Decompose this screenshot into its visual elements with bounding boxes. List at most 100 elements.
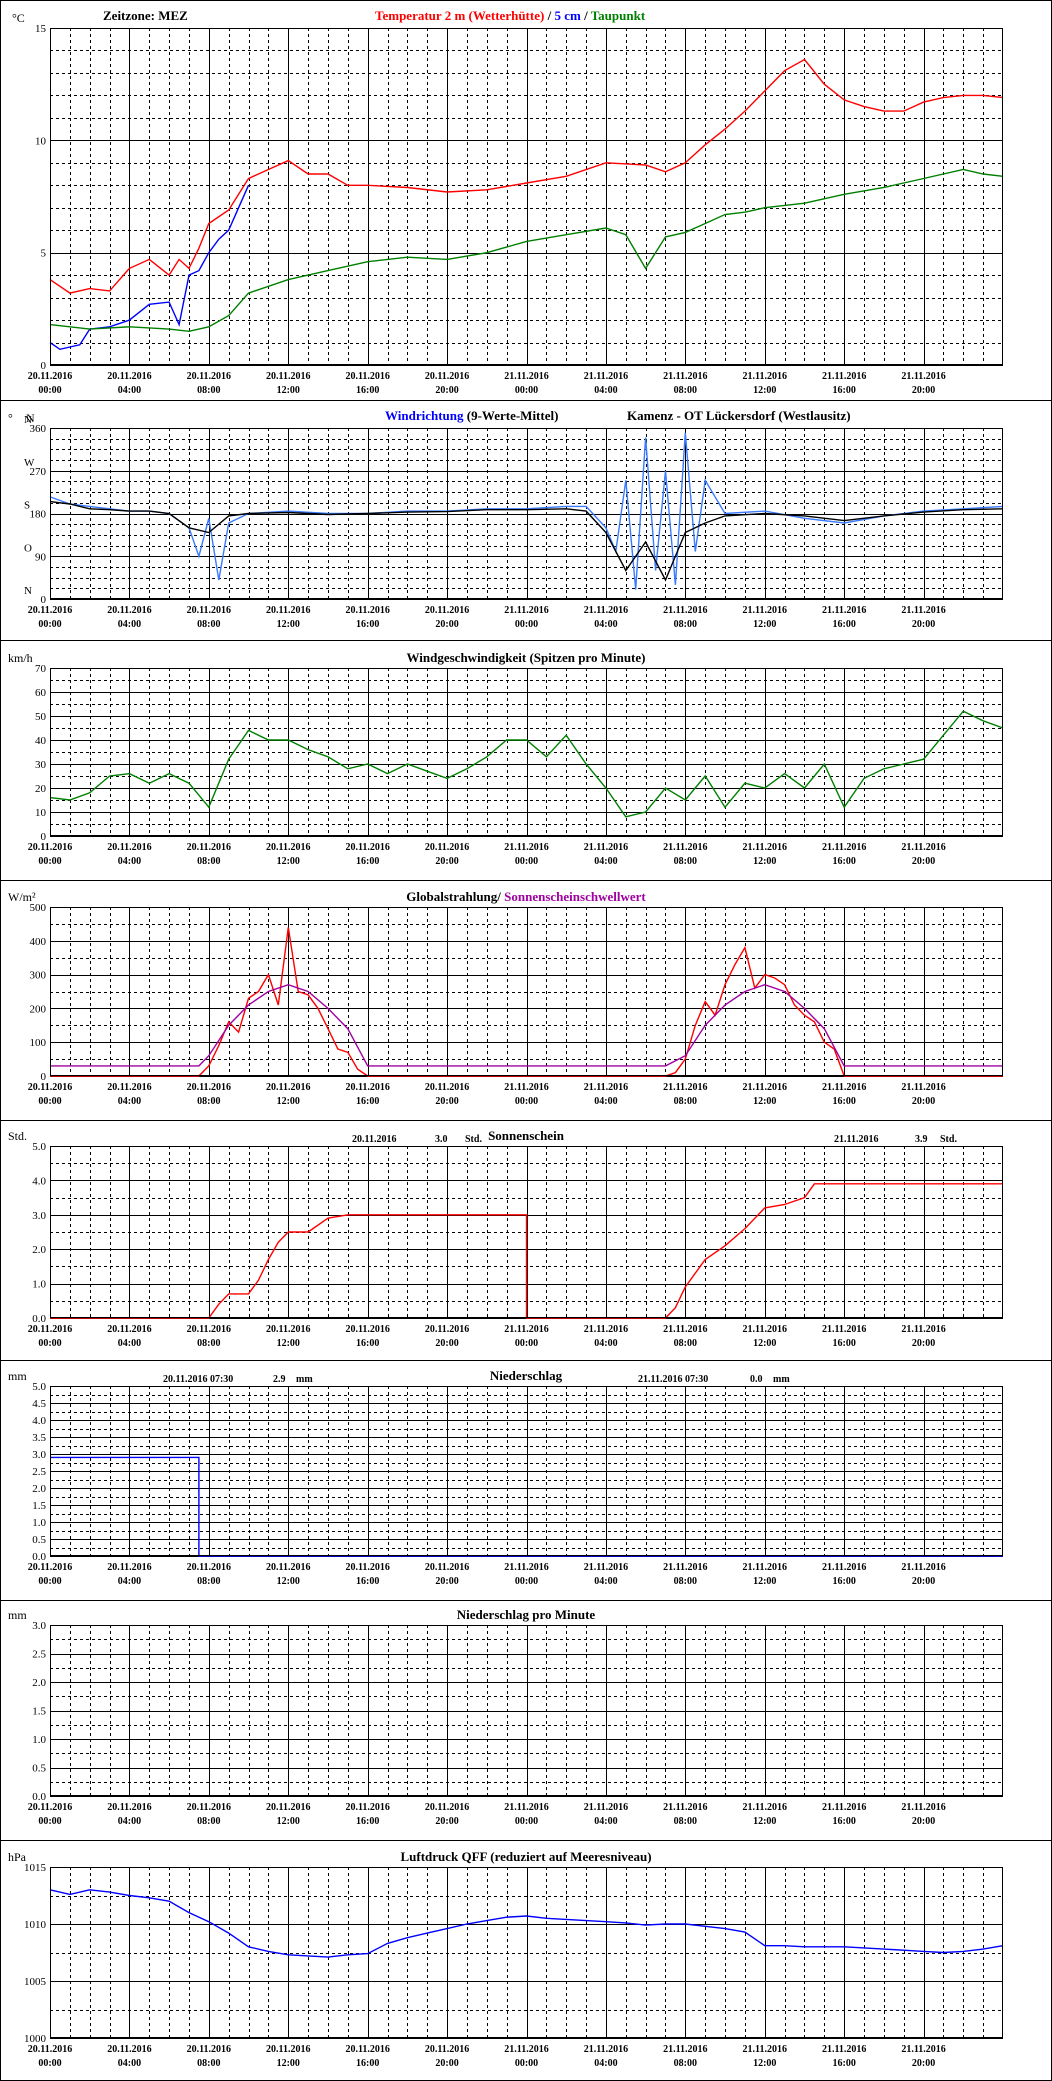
sunshine-ytick-label: 1.0 [32, 1279, 46, 1291]
precip_per_minute-xtick-date: 21.11.2016 [822, 1802, 866, 1813]
precipitation-xtick-date: 20.11.2016 [345, 1562, 389, 1573]
sunshine-xtick-date: 20.11.2016 [187, 1324, 231, 1335]
sunshine-xtick-date: 20.11.2016 [425, 1324, 469, 1335]
wind_direction-ytick-label: 90 [35, 551, 47, 563]
wind_direction-ytick-label: 360 [30, 423, 47, 435]
precip_per_minute-xtick-time: 08:00 [674, 1816, 697, 1827]
wind_direction-compass-label: S [24, 500, 30, 512]
radiation-xtick-date: 21.11.2016 [663, 1082, 707, 1093]
pressure-xtick-time: 00:00 [515, 2058, 538, 2069]
precip_per_minute-xtick-date: 21.11.2016 [504, 1802, 548, 1813]
wind_direction-ytick-label: 0 [41, 594, 47, 606]
wind_direction-frame [50, 428, 1003, 599]
radiation-ytick-label: 0 [41, 1071, 47, 1083]
wind_speed-unit-label: km/h [8, 651, 33, 665]
radiation-xtick-time: 16:00 [832, 1096, 855, 1107]
temperature-title-part-4: Taupunkt [591, 8, 646, 23]
sunshine-xtick-date: 21.11.2016 [743, 1324, 787, 1335]
wind_direction-xtick-time: 00:00 [38, 619, 61, 630]
sunshine-xtick-time: 04:00 [118, 1338, 141, 1349]
wind-direction-title-part-1: (9-Werte-Mittel) [464, 408, 559, 423]
sunshine-frame [50, 1146, 1003, 1318]
radiation-ytick-label: 300 [30, 970, 47, 982]
precipitation-ytick-label: 2.5 [32, 1466, 46, 1478]
temperature-xtick-date: 20.11.2016 [425, 371, 469, 382]
temperature-title-part-1: / [544, 8, 554, 23]
precip_per_minute-xtick-date: 20.11.2016 [28, 1802, 72, 1813]
precipitation-xtick-time: 00:00 [38, 1576, 61, 1587]
radiation-xtick-time: 20:00 [912, 1096, 935, 1107]
radiation-title: Globalstrahlung/ Sonnenscheinschwellwert [406, 889, 646, 904]
radiation-xtick-time: 12:00 [277, 1096, 300, 1107]
temperature-series-1 [49, 185, 250, 351]
wind_speed-ytick-label: 30 [35, 759, 47, 771]
pressure-xtick-date: 21.11.2016 [901, 2044, 945, 2055]
wind_direction-xtick-date: 21.11.2016 [663, 605, 707, 616]
precipitation-xtick-time: 20:00 [435, 1576, 458, 1587]
precipitation-xtick-time: 08:00 [674, 1576, 697, 1587]
wind_speed-xtick-time: 16:00 [356, 856, 379, 867]
sunshine-xtick-date: 20.11.2016 [345, 1324, 389, 1335]
temperature-xtick-time: 12:00 [277, 385, 300, 396]
precip_per_minute-plot-area [50, 1625, 1003, 1796]
sunshine-xtick-date: 20.11.2016 [266, 1324, 310, 1335]
pressure-xtick-time: 12:00 [753, 2058, 776, 2069]
zone-label: Zeitzone: MEZ [103, 8, 188, 23]
temperature-xtick-date: 21.11.2016 [743, 371, 787, 382]
temperature-xtick-date: 21.11.2016 [584, 371, 628, 382]
radiation-xtick-date: 21.11.2016 [504, 1082, 548, 1093]
sunshine-xtick-date: 20.11.2016 [107, 1324, 151, 1335]
radiation-xtick-time: 20:00 [435, 1096, 458, 1107]
precip_per_minute-xtick-time: 04:00 [118, 1816, 141, 1827]
pressure-ytick-label: 1010 [24, 1919, 47, 1931]
pressure-xtick-date: 21.11.2016 [504, 2044, 548, 2055]
precip_per_minute-ytick-label: 0.0 [32, 1791, 46, 1803]
precip_per_minute-xtick-date: 21.11.2016 [901, 1802, 945, 1813]
wind_speed-xtick-time: 20:00 [435, 856, 458, 867]
precip_per_minute-xtick-time: 16:00 [832, 1816, 855, 1827]
temperature-xtick-date: 20.11.2016 [266, 371, 310, 382]
pressure-xtick-time: 20:00 [435, 2058, 458, 2069]
precipitation-xtick-date: 20.11.2016 [266, 1562, 310, 1573]
sunshine-xtick-time: 00:00 [515, 1338, 538, 1349]
wind_direction-xtick-time: 20:00 [435, 619, 458, 630]
pressure-title: Luftdruck QFF (reduziert auf Meeresnivea… [400, 1849, 651, 1864]
sunshine-xtick-time: 12:00 [277, 1338, 300, 1349]
wind_speed-xtick-date: 20.11.2016 [187, 842, 231, 853]
temperature-xtick-date: 21.11.2016 [663, 371, 707, 382]
wind_speed-xtick-time: 12:00 [753, 856, 776, 867]
wind_speed-ytick-label: 60 [35, 687, 47, 699]
wind_speed-xtick-time: 12:00 [277, 856, 300, 867]
precip_per_minute-xtick-date: 21.11.2016 [663, 1802, 707, 1813]
precipitation-xtick-time: 16:00 [832, 1576, 855, 1587]
radiation-series-1 [50, 983, 1003, 1067]
temperature-xtick-time: 16:00 [832, 385, 855, 396]
temperature-unit-label: °C [12, 11, 25, 25]
temperature-ytick-label: 5 [41, 248, 47, 260]
radiation-ytick-label: 100 [30, 1037, 47, 1049]
temperature-title-part-3: / [581, 8, 591, 23]
sunshine-xtick-date: 21.11.2016 [901, 1324, 945, 1335]
sunshine-xtick-time: 08:00 [197, 1338, 220, 1349]
precip_per_minute-xtick-time: 04:00 [594, 1816, 617, 1827]
temperature-xtick-time: 00:00 [38, 385, 61, 396]
wind_direction-unit-letter: N [26, 411, 35, 425]
radiation-xtick-date: 20.11.2016 [187, 1082, 231, 1093]
wind_direction-xtick-time: 16:00 [356, 619, 379, 630]
precipitation-ytick-label: 3.5 [32, 1432, 46, 1444]
sunshine-ytick-label: 4.0 [32, 1175, 46, 1187]
precip_per_minute-xtick-time: 00:00 [515, 1816, 538, 1827]
pressure-xtick-date: 20.11.2016 [425, 2044, 469, 2055]
precip_per_minute-xtick-time: 20:00 [435, 1816, 458, 1827]
temperature-xtick-time: 04:00 [594, 385, 617, 396]
temperature-xtick-date: 20.11.2016 [28, 371, 72, 382]
temperature-xtick-time: 12:00 [753, 385, 776, 396]
precip_per_minute-ytick-label: 2.5 [32, 1649, 46, 1661]
wind_speed-xtick-time: 04:00 [594, 856, 617, 867]
sunshine-xtick-time: 08:00 [674, 1338, 697, 1349]
wind_direction-xtick-date: 20.11.2016 [107, 605, 151, 616]
sunshine-xtick-time: 16:00 [832, 1338, 855, 1349]
precip_per_minute-xtick-date: 20.11.2016 [187, 1802, 231, 1813]
wind_speed-frame [50, 668, 1003, 836]
precipitation-summary_2-1: 0.0 [750, 1374, 763, 1385]
